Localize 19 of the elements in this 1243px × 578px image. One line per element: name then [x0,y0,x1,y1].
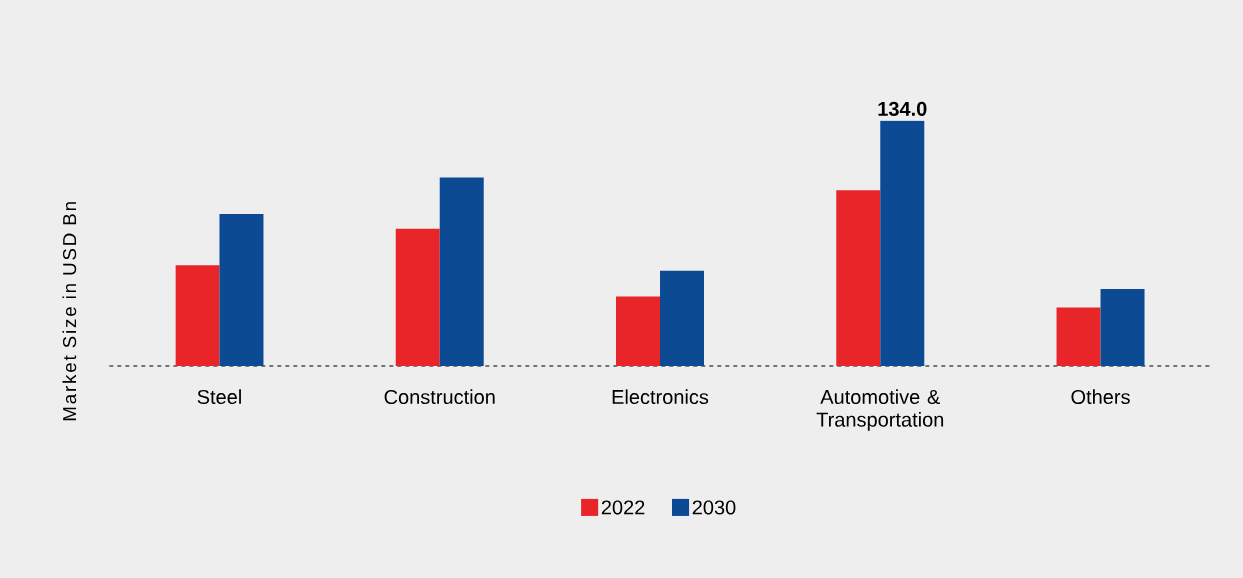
x-tick-label: Construction [384,389,495,405]
bar [395,228,440,366]
y-axis-title: Market Size in USD Bn [62,202,77,421]
bar [175,265,220,366]
x-tick-label: Automotive & Transportation [816,389,944,431]
bar [439,177,484,366]
legend-label: 2030 [692,500,736,515]
x-tick-label: Others [1071,389,1130,405]
bar [836,190,881,366]
bar [219,214,264,366]
x-tick-label: Electronics [612,389,709,405]
bar [616,296,660,366]
data-label: 134.0 [878,101,927,116]
x-tick-label: Steel [197,389,241,405]
bar [660,270,704,366]
bar [1100,289,1145,366]
bar [1056,307,1101,366]
bar [880,120,925,366]
legend-label: 2022 [601,500,645,515]
